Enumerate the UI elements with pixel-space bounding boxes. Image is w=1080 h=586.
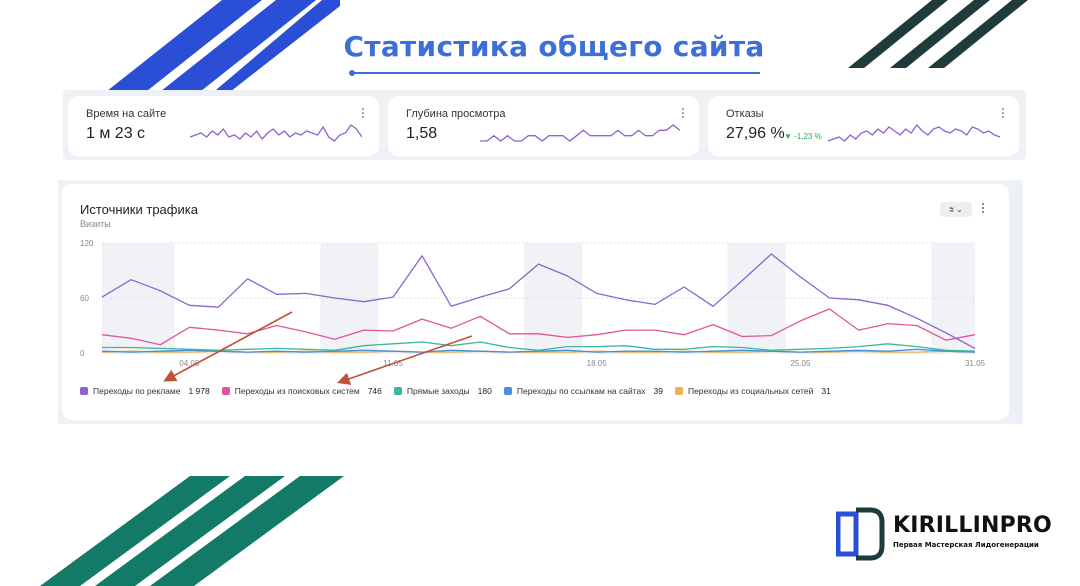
weekend-band — [523, 243, 583, 353]
weekend-band — [320, 243, 379, 353]
sparkline-line — [480, 124, 680, 142]
legend-checkbox-icon[interactable] — [393, 387, 402, 395]
legend-count: 180 — [477, 386, 492, 396]
x-tick-label: 18.05 — [587, 359, 608, 368]
legend-item[interactable]: Переходы из социальных сетей 31 — [674, 386, 831, 396]
legend-item[interactable]: Переходы по ссылкам на сайтах 39 — [503, 386, 663, 396]
x-tick-label: 11.05 — [383, 359, 403, 368]
legend-checkbox-icon[interactable] — [674, 387, 683, 395]
sparkline — [480, 124, 680, 142]
kebab-menu-icon[interactable] — [362, 108, 365, 120]
metric-value: 1 м 23 с — [86, 125, 146, 142]
kirillinpro-logo-icon — [836, 507, 885, 561]
chart-type-toggle-button[interactable]: ⩰ ⌄ — [940, 202, 972, 217]
y-tick-label: 0 — [80, 349, 85, 358]
kebab-menu-icon[interactable] — [982, 203, 985, 215]
metric-delta: ▼ -1,23 % — [784, 132, 822, 141]
brand-tagline: Первая Мастерская Лидогенерации — [893, 541, 1039, 549]
metric-value: 27,96 % — [726, 125, 785, 142]
legend-checkbox-icon[interactable] — [80, 387, 88, 395]
decor-stripes-top-right — [848, 0, 1028, 68]
sparkline-line — [828, 123, 1000, 142]
y-tick-label: 120 — [80, 239, 94, 248]
legend-label: Переходы по рекламе — [93, 386, 181, 396]
legend-item[interactable]: Переходы из поисковых систем 746 — [221, 386, 382, 396]
x-tick-label: 04.05 — [179, 359, 200, 368]
legend-item[interactable]: Переходы по рекламе 1 978 — [80, 386, 210, 396]
series-line — [101, 253, 976, 349]
legend-label: Прямые заходы — [406, 386, 470, 396]
chart-legend: Переходы по рекламе 1 978 Переходы из поис… — [80, 386, 843, 396]
x-tick-label: 25.05 — [790, 359, 811, 368]
metric-value: 1,58 — [406, 125, 438, 142]
metric-card-depth: Глубина просмотра 1,58 — [388, 96, 699, 156]
legend-count: 31 — [821, 386, 831, 396]
chart-y-label: Визиты — [80, 219, 111, 229]
sparkline-line — [190, 124, 362, 142]
legend-label: Переходы из поисковых систем — [234, 386, 360, 396]
metric-card-bounces: Отказы 27,96 % ▼ -1,23 % — [708, 96, 1019, 156]
y-tick-label: 60 — [80, 294, 89, 303]
sparkline — [190, 124, 362, 142]
brand-name: KIRILLINPRO — [893, 513, 1052, 538]
page-title: Статистика общего сайта — [343, 30, 765, 63]
traffic-sources-card: Источники трафика Визиты ⩰ ⌄ 0 60 120 04.05… — [62, 184, 1009, 420]
kebab-menu-icon[interactable] — [1002, 108, 1005, 120]
legend-count: 746 — [367, 386, 382, 396]
legend-label: Переходы по ссылкам на сайтах — [516, 386, 646, 396]
metric-label: Время на сайте — [86, 108, 167, 120]
metric-label: Глубина просмотра — [406, 108, 506, 120]
legend-count: 39 — [653, 386, 663, 396]
sparkline — [828, 123, 1000, 142]
decor-stripes-top-left — [102, 0, 340, 95]
decor-stripes-bottom-left — [40, 476, 344, 586]
chart-title: Источники трафика — [80, 202, 198, 217]
legend-label: Переходы из социальных сетей — [687, 386, 814, 396]
legend-checkbox-icon[interactable] — [503, 387, 512, 395]
legend-item[interactable]: Прямые заходы 180 — [393, 386, 492, 396]
kebab-menu-icon[interactable] — [682, 108, 685, 120]
metric-label: Отказы — [726, 108, 764, 120]
legend-count: 1 978 — [188, 386, 210, 396]
metric-card-time: Время на сайте 1 м 23 с — [68, 96, 379, 156]
x-tick-label: 31.05 — [965, 359, 986, 368]
traffic-line-chart: 0 60 120 04.05 11.05 18.05 25.05 31.05 — [80, 239, 986, 368]
title-underline — [350, 72, 760, 74]
legend-checkbox-icon[interactable] — [221, 387, 230, 395]
